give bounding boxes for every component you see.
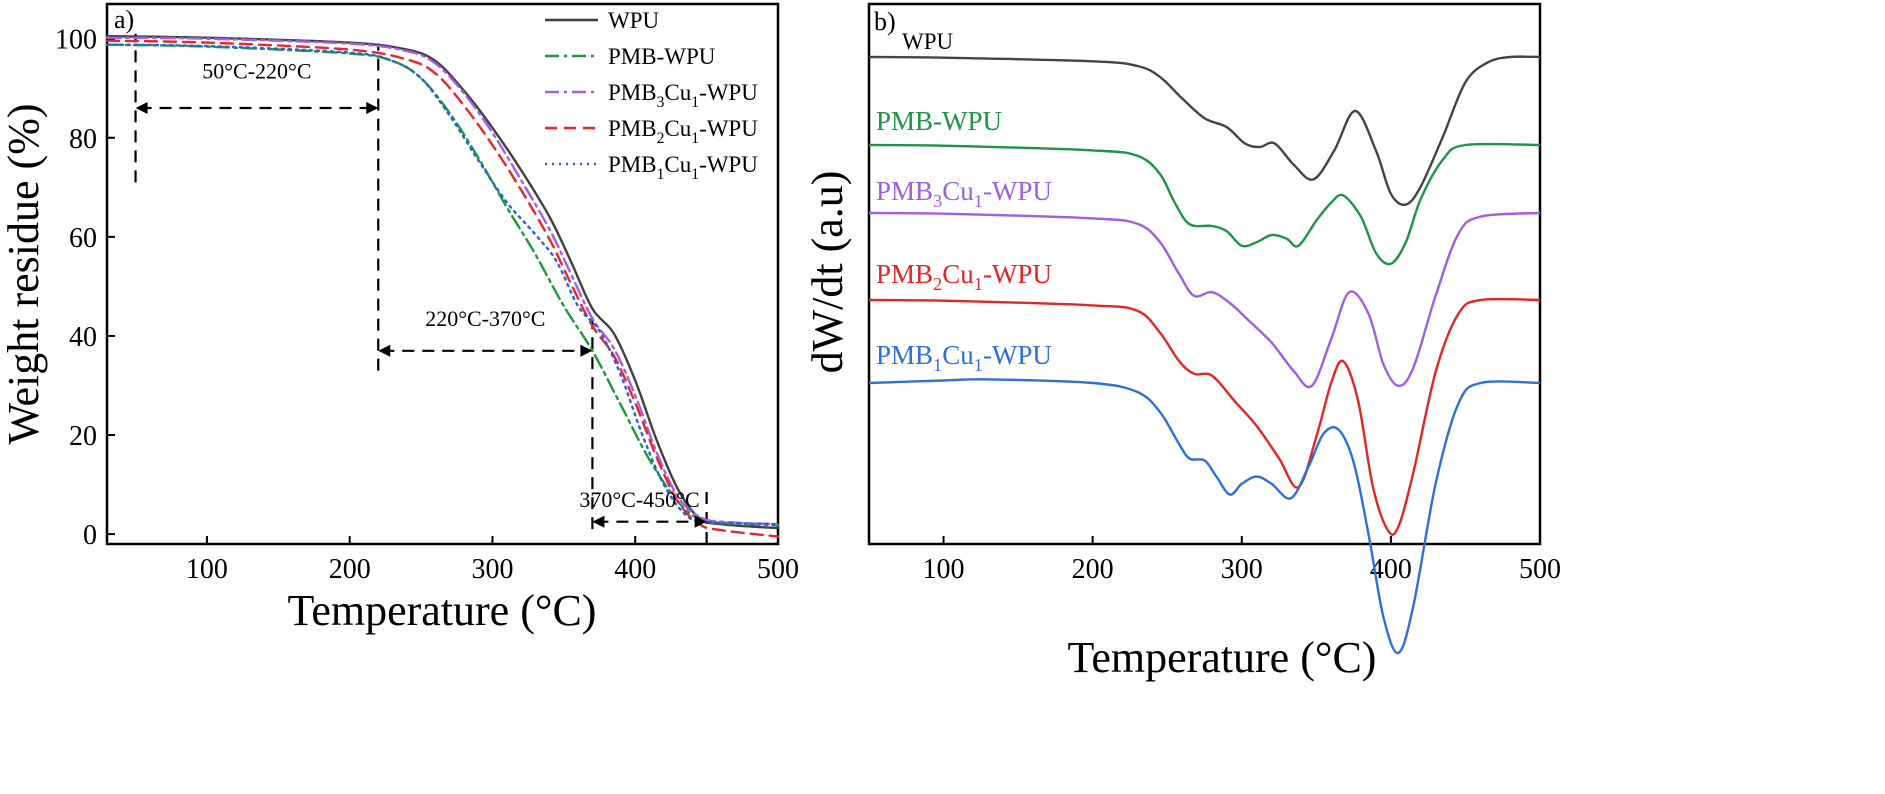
panel-a-range-label: 370°C-450°C: [579, 487, 699, 512]
panel-a-series-line: [105, 43, 780, 527]
panel-a-x-tick-label: 100: [186, 554, 228, 585]
panel-a-series-line: [105, 36, 780, 526]
panel-b-series-name-sub1: 2: [933, 274, 942, 294]
panel-b-series-name-base: PMB: [876, 259, 933, 289]
panel-a-x-tick-label: 400: [614, 554, 656, 585]
panel-b-series-name-tail: -WPU: [983, 259, 1052, 289]
panel-a-series: [105, 35, 780, 538]
panel-a-y-tick-label: 100: [55, 25, 97, 56]
panel-a-x-tick-label: 500: [757, 554, 799, 585]
panel-a-range-arrowhead-right: [694, 515, 707, 528]
panel-a-legend-entry-name-sub2: 1: [691, 94, 699, 111]
panel-b-series-line: [868, 55, 1541, 207]
panel-a-legend-entry-name-base: PMB: [608, 116, 657, 141]
panel-b-series: [868, 55, 1541, 655]
panel-a-range-label: 220°C-370°C: [425, 306, 545, 331]
panel-b-plot-frame: [867, 2, 1542, 546]
panel-a-legend-entry-name-sub1: 3: [657, 94, 665, 111]
panel-a-legend-entry-name-mid: Cu: [664, 116, 691, 141]
panel-b-series-name-sub2: 1: [974, 274, 983, 294]
panel-a-legend-entry-name-sub1: 2: [657, 130, 665, 147]
panel-a-x-tick-label: 200: [329, 554, 371, 585]
panel-a-y-tick-label: 20: [69, 421, 97, 452]
panel-b-series-label: PMB3Cu1-WPU: [876, 176, 1052, 211]
panel-b-series-name-base: PMB: [876, 176, 933, 206]
panel-a-legend-entry-name-tail: -WPU: [699, 80, 758, 105]
panel-b-series-line: [868, 378, 1541, 655]
panel-b-series-name-base: PMB: [876, 340, 933, 370]
panel-b-series-name-mid: Cu: [942, 340, 974, 370]
panel-a-legend-entry-name-base: PMB: [608, 152, 657, 177]
panel-a-x-axis-title: Temperature (°C): [288, 586, 597, 635]
panel-b-series-name-tail: -WPU: [983, 176, 1052, 206]
panel-a-y-tick-label: 80: [69, 124, 97, 155]
panel-a-x-tick-label: 300: [471, 554, 513, 585]
panel-a-series-line: [105, 39, 780, 538]
panel-b-series-line: [868, 297, 1541, 536]
panel-b-series-name-tail: -WPU: [983, 340, 1052, 370]
panel-a-legend-entry-label: PMB-WPU: [608, 44, 716, 69]
panel-b-series-name-sub2: 1: [974, 191, 983, 211]
panel-a-legend-entry-name-mid: Cu: [664, 152, 691, 177]
panel-a-legend-entry-name-tail: -WPU: [699, 116, 758, 141]
panel-a-legend-entry-name-sub2: 1: [691, 130, 699, 147]
panel-a-annotations: 50°C-220°C 220°C-370°C 370°C-450°C: [135, 58, 707, 528]
panel-b-series-name-base: WPU: [902, 29, 954, 54]
panel-a-y-tick-label: 60: [69, 223, 97, 254]
panel-a-plot-frame: [105, 2, 780, 546]
panel-b-x-tick-label: 500: [1519, 554, 1561, 585]
panel-a-range-arrowhead-right: [366, 102, 379, 115]
panel-b-x-tick-label: 300: [1221, 554, 1263, 585]
panel-b-series-label: WPU: [902, 29, 954, 54]
panel-a-label: a): [114, 5, 134, 34]
panel-b-series-label: PMB-WPU: [876, 106, 1002, 136]
panel-b-series-name-mid: Cu: [942, 176, 974, 206]
panel-a-legend-entry-label: WPU: [608, 8, 660, 33]
panel-a-y-tick-label: 0: [83, 520, 97, 551]
panel-b-x-tick-label: 200: [1072, 554, 1114, 585]
panel-a-series-line: [105, 43, 780, 526]
panel-a-legend-entry-name-base: PMB-WPU: [608, 44, 716, 69]
panel-b-series-labels: WPUPMB-WPUPMB3Cu1-WPUPMB2Cu1-WPUPMB1Cu1-…: [876, 29, 1052, 375]
panel-a-range-arrowhead-left: [378, 344, 391, 357]
panel-a-legend-entry-label: PMB3Cu1-WPU: [608, 80, 758, 111]
panel-a-range-label: 50°C-220°C: [202, 58, 311, 83]
panel-a-legend-entry-name-tail: -WPU: [699, 152, 758, 177]
panel-b-series-name-sub1: 3: [933, 191, 942, 211]
panel-a-legend-entry-name-sub2: 1: [691, 166, 699, 183]
panel-a-range-arrowhead-left: [135, 102, 148, 115]
panel-a-legend-entry-label: PMB2Cu1-WPU: [608, 116, 758, 147]
panel-a-legend-entry-name-base: PMB: [608, 80, 657, 105]
panel-b-series-name-base: PMB-WPU: [876, 106, 1002, 136]
panel-a-legend-entry-label: PMB1Cu1-WPU: [608, 152, 758, 183]
panel-b-x-axis-title: Temperature (°C): [1068, 633, 1377, 682]
panel-b-series-name-mid: Cu: [942, 259, 974, 289]
panel-a-weight-residue-chart: a) 100 200 300 400 500 0 20 40 60 80 100 50°C-220°…: [0, 2, 799, 635]
panel-a-series-line: [105, 35, 780, 530]
panel-b-series-label: PMB1Cu1-WPU: [876, 340, 1052, 375]
panel-a-legend-entry-name-base: WPU: [608, 8, 660, 33]
panel-a-ticks: 100 200 300 400 500 0 20 40 60 80 100: [55, 25, 799, 585]
panel-a-guide-lines: [134, 33, 708, 544]
panel-a-range-arrowhead-left: [592, 515, 605, 528]
panel-a-y-axis-title: Weight residue (%): [0, 104, 48, 445]
panel-b-y-axis-title: dW/dt (a.u): [803, 171, 852, 374]
panel-b-x-tick-label: 100: [923, 554, 965, 585]
panel-b-series-line: [868, 142, 1541, 266]
panel-b-label: b): [874, 7, 896, 36]
panel-b-derivative-chart: b) 100 200 300 400 500 WPUPMB-WPUPMB3Cu1-WPU…: [803, 2, 1561, 682]
panel-b-series-label: PMB2Cu1-WPU: [876, 259, 1052, 294]
panel-b-series-name-sub2: 1: [974, 355, 983, 375]
panel-a-legend: WPUPMB-WPUPMB3Cu1-WPUPMB2Cu1-WPUPMB1Cu1-…: [545, 8, 758, 183]
panel-a-legend-entry-name-mid: Cu: [664, 80, 691, 105]
panel-b-series-line: [868, 211, 1541, 389]
panel-b-series-name-sub1: 1: [933, 355, 942, 375]
panel-a-y-tick-label: 40: [69, 322, 97, 353]
panel-a-legend-entry-name-sub1: 1: [657, 166, 665, 183]
panel-a-range-arrowhead-right: [580, 344, 593, 357]
